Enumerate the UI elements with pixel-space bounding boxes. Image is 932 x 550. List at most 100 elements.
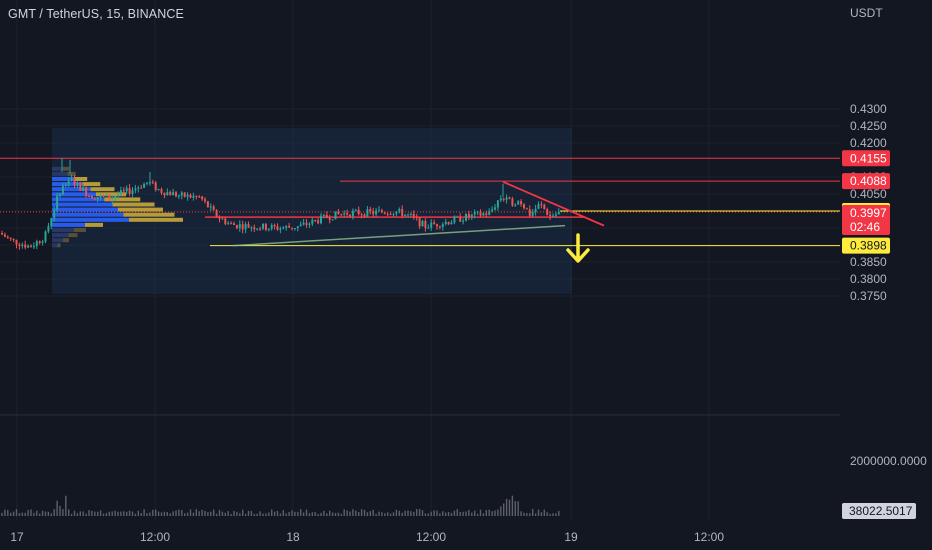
price-scale-bg xyxy=(840,0,932,550)
volume-bar xyxy=(192,512,195,516)
volume-bar xyxy=(247,510,250,516)
candle-body xyxy=(357,209,360,215)
profile-bar-sell xyxy=(118,207,163,212)
time-tick-label: 12:00 xyxy=(416,530,446,544)
volume-bar xyxy=(242,509,244,516)
resistance-trendline xyxy=(502,180,605,227)
volume-bar xyxy=(343,509,345,516)
price-label-badge xyxy=(842,237,890,254)
candle-body xyxy=(331,219,334,221)
candle-body xyxy=(488,211,491,215)
candle-body xyxy=(404,214,407,217)
candle-body xyxy=(267,228,270,230)
profile-bar-buy xyxy=(52,182,83,187)
volume-bar xyxy=(97,511,99,516)
candle-body xyxy=(9,237,12,239)
volume-bar xyxy=(99,510,102,516)
volume-bar xyxy=(39,513,41,516)
time-axis[interactable]: 17 12:00 18 12:00 19 12:00 xyxy=(10,530,724,544)
candle-body xyxy=(285,226,288,228)
candle-body xyxy=(105,194,108,196)
candle-body xyxy=(76,182,79,186)
candle-body xyxy=(12,238,15,240)
candle-body xyxy=(534,208,537,212)
candle-body xyxy=(543,204,546,210)
candle-body xyxy=(308,223,311,225)
candle-body xyxy=(157,189,160,191)
volume-bar xyxy=(204,510,206,516)
candle-body xyxy=(73,177,76,186)
volume-bar xyxy=(505,498,508,516)
volume-bar xyxy=(436,510,438,516)
volume-bar xyxy=(271,509,273,516)
candle-body xyxy=(299,224,302,227)
candle-body xyxy=(465,213,467,221)
currency-label: USDT xyxy=(850,6,883,20)
candle-body xyxy=(38,241,41,243)
candle-body xyxy=(21,244,24,246)
candle-body xyxy=(554,214,557,216)
volume-bar xyxy=(94,511,96,516)
candle-body xyxy=(44,231,47,242)
symbol-title[interactable]: GMT / TetherUS, 15, BINANCE xyxy=(8,7,184,21)
volume-bar xyxy=(24,512,26,516)
candle-body xyxy=(415,216,418,218)
volume-bar xyxy=(500,506,502,516)
volume-bar xyxy=(349,511,351,516)
candle-body xyxy=(421,220,424,227)
candle-body xyxy=(140,187,143,189)
candle-body xyxy=(360,214,363,216)
volume-bar xyxy=(218,509,221,516)
time-tick-label: 17 xyxy=(10,530,24,544)
volume-bar xyxy=(352,509,354,516)
volume-bar xyxy=(186,512,189,516)
volume-bar xyxy=(476,513,479,516)
candle-body xyxy=(30,245,32,248)
candle-body xyxy=(230,223,233,225)
volume-bar xyxy=(108,511,110,516)
volume-bar xyxy=(172,511,174,516)
volume-bar xyxy=(262,513,264,516)
candle-body xyxy=(494,207,496,210)
candle-body xyxy=(505,197,508,200)
volume-bar xyxy=(300,509,302,516)
volume-bar xyxy=(549,513,551,516)
volume-bar xyxy=(282,510,284,516)
candle-body xyxy=(470,214,473,218)
volume-bar xyxy=(201,509,203,516)
candle-body xyxy=(262,223,264,229)
candle-body xyxy=(540,204,543,206)
volume-bar xyxy=(340,513,342,516)
volume-bar xyxy=(178,509,180,516)
candle-body xyxy=(41,241,44,243)
candle-body xyxy=(209,206,212,208)
volume-bar xyxy=(53,509,55,516)
volume-bar xyxy=(430,511,432,516)
volume-bar xyxy=(33,512,35,516)
candle-body xyxy=(117,194,119,197)
candle-body xyxy=(32,246,35,248)
candle-body xyxy=(160,189,163,193)
candle-body xyxy=(166,192,169,196)
candle-body xyxy=(198,196,201,198)
volume-bar xyxy=(47,511,50,516)
volume-bar xyxy=(163,511,166,516)
time-tick-label: 12:00 xyxy=(140,530,170,544)
volume-bar xyxy=(337,512,340,516)
candle-body xyxy=(189,194,192,198)
volume-bar xyxy=(207,512,209,516)
volume-bar xyxy=(76,513,79,516)
volume-bar xyxy=(346,510,348,516)
volume-bar xyxy=(62,509,64,516)
candle-body xyxy=(517,201,520,205)
candle-body xyxy=(125,188,128,192)
volume-bar xyxy=(268,512,270,516)
volume-bar xyxy=(395,509,398,516)
candle-body xyxy=(462,220,465,222)
price-labels: 0.41550.40880.40000.399702:460.389838022… xyxy=(842,150,916,519)
volume-bar xyxy=(213,509,215,516)
volume-bar xyxy=(230,513,232,516)
candle-body xyxy=(114,196,117,198)
profile-bar-buy xyxy=(52,166,63,171)
